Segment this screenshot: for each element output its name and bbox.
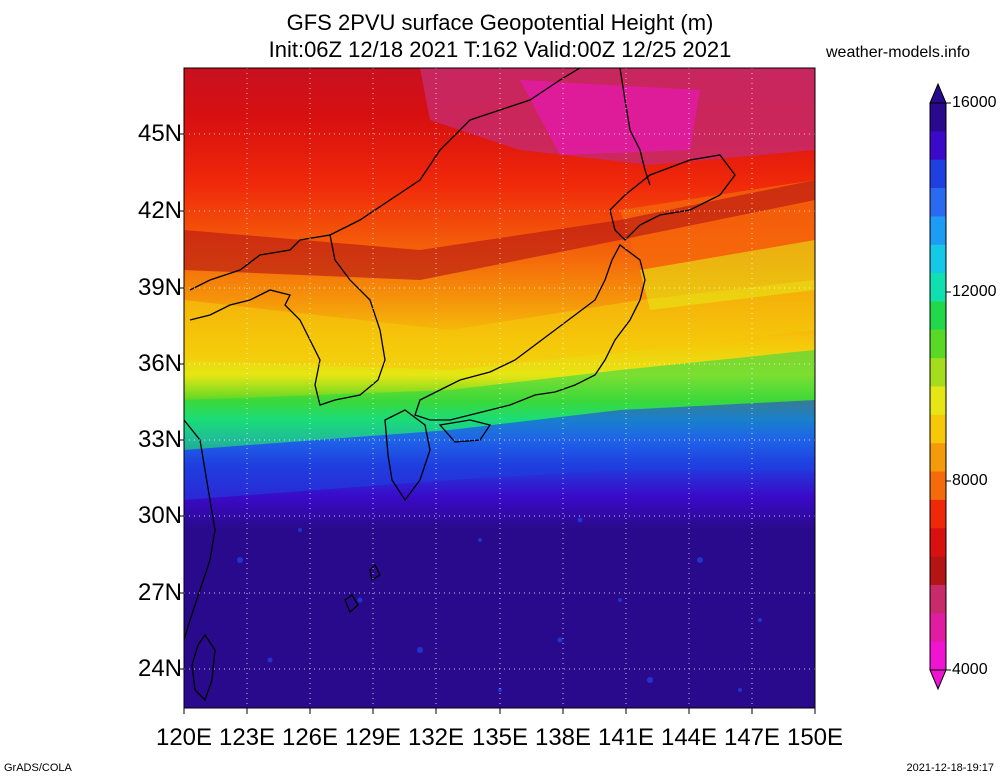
lat-label-36n: 36N <box>137 350 182 377</box>
lat-label-27n: 27N <box>137 579 182 606</box>
magenta-center <box>520 80 700 155</box>
colorbar-label-16000: 16000 <box>952 94 997 111</box>
lat-lon-grid <box>184 68 815 708</box>
yellow-ne-band <box>640 240 815 310</box>
map-title: GFS 2PVU surface Geopotential Height (m) <box>286 10 714 35</box>
lat-label-24n: 24N <box>137 655 182 682</box>
blue-band <box>184 400 815 500</box>
lon-label-126e: 126E <box>281 724 339 751</box>
axis-ticks <box>178 133 816 714</box>
lat-label-30n: 30N <box>137 502 182 529</box>
red-west-band <box>184 180 815 280</box>
map-subtitle: Init:06Z 12/18 2021 T:162 Valid:00Z 12/2… <box>268 37 732 62</box>
lon-label-138e: 138E <box>534 724 592 751</box>
colorbar-label-4000: 4000 <box>952 661 988 678</box>
lon-label-150e: 150E <box>786 724 844 751</box>
lat-label-45n: 45N <box>137 120 182 147</box>
site-credit: weather-models.info <box>826 44 971 61</box>
lon-label-135e: 135E <box>471 724 529 751</box>
lon-label-144e: 144E <box>660 724 718 751</box>
colorbar-label-8000: 8000 <box>952 472 988 489</box>
green-band <box>184 350 815 450</box>
lon-label-141e: 141E <box>597 724 655 751</box>
lon-label-129e: 129E <box>344 724 402 751</box>
colorbar-label-12000: 12000 <box>952 283 997 300</box>
lat-label-39n: 39N <box>137 274 182 301</box>
lat-label-33n: 33N <box>137 426 182 453</box>
lon-label-123e: 123E <box>218 724 276 751</box>
coastlines <box>184 68 736 702</box>
lon-label-132e: 132E <box>407 724 465 751</box>
footer-timestamp: 2021-12-18-19:17 <box>906 762 994 774</box>
footer-credit: GrADS/COLA <box>4 762 72 774</box>
lon-label-120e: 120E <box>155 724 213 751</box>
lon-label-147e: 147E <box>723 724 781 751</box>
lat-label-42n: 42N <box>137 197 182 224</box>
speckles <box>237 517 762 692</box>
